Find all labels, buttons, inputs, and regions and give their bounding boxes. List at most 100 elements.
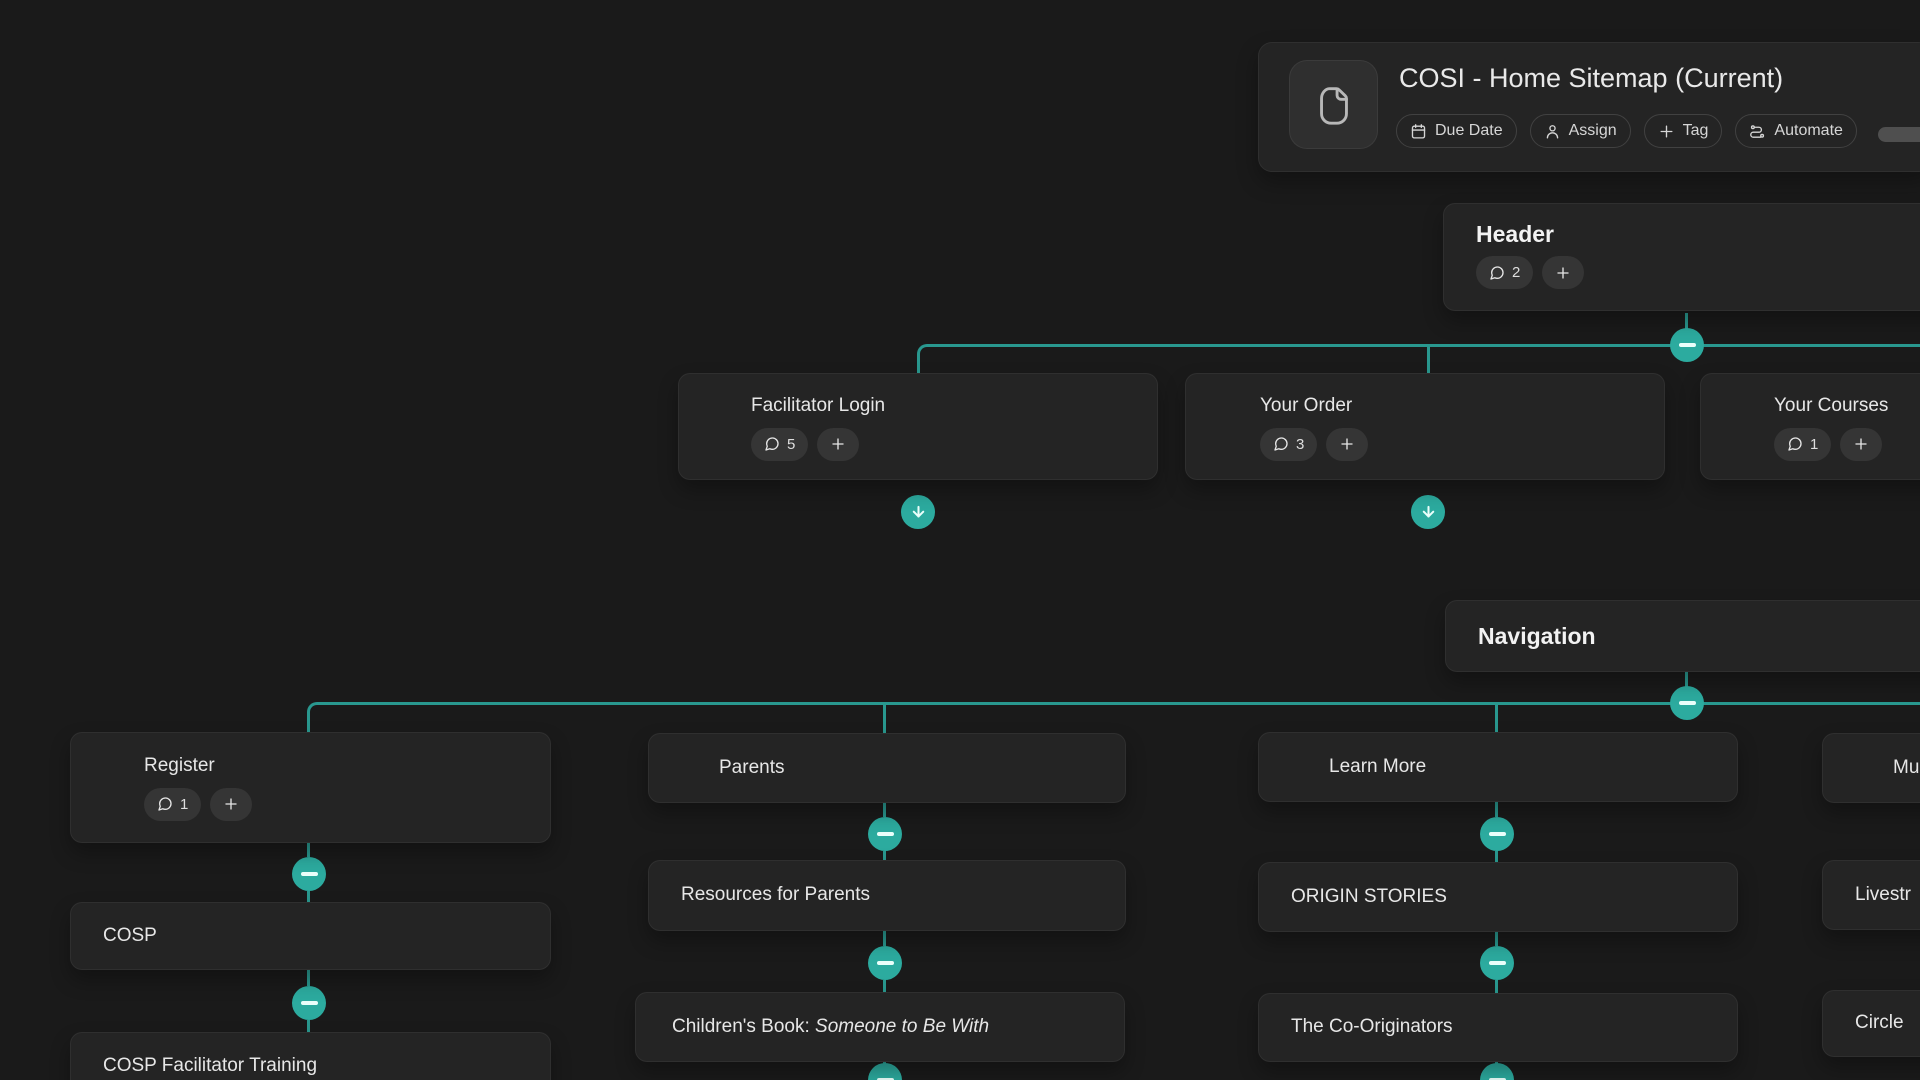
connector-corner	[307, 702, 324, 721]
automate-button[interactable]: Automate	[1735, 114, 1857, 148]
node-circle-partial[interactable]: Circle	[1822, 990, 1920, 1057]
connector-line	[917, 357, 920, 374]
collapse-button[interactable]	[1670, 686, 1704, 720]
node-your-courses[interactable]: Your Courses 1	[1700, 373, 1920, 480]
comment-count: 2	[1512, 264, 1521, 281]
node-origin-stories[interactable]: ORIGIN STORIES	[1258, 862, 1738, 932]
add-badge[interactable]	[817, 427, 860, 461]
comments-badge[interactable]: 2	[1476, 256, 1534, 289]
node-title: Parents	[719, 756, 785, 778]
collapse-button[interactable]	[1670, 328, 1704, 362]
connector-line	[1495, 705, 1498, 732]
button-label: Due Date	[1435, 122, 1503, 139]
node-music-partial[interactable]: Mu	[1822, 733, 1920, 803]
node-title: Register	[144, 755, 215, 776]
connector-line	[307, 891, 310, 902]
node-cosp-facilitator-training[interactable]: COSP Facilitator Training	[70, 1032, 551, 1080]
add-badge[interactable]	[1326, 427, 1369, 461]
node-your-order[interactable]: Your Order 3	[1185, 373, 1665, 480]
expand-button[interactable]	[1411, 495, 1445, 529]
add-badge[interactable]	[1840, 427, 1883, 461]
comments-badge[interactable]: 3	[1260, 427, 1318, 461]
node-title: Mu	[1893, 756, 1920, 778]
due-date-button[interactable]: Due Date	[1396, 114, 1517, 148]
comments-badge[interactable]: 5	[751, 427, 809, 461]
node-facilitator-login[interactable]: Facilitator Login 5	[678, 373, 1158, 480]
connector-line	[1495, 851, 1498, 862]
node-badges: 5	[751, 427, 860, 461]
collapse-button[interactable]	[868, 817, 902, 851]
node-title: ORIGIN STORIES	[1291, 885, 1447, 907]
button-label: Automate	[1774, 122, 1843, 139]
minus-icon	[876, 832, 894, 836]
comment-icon	[1274, 437, 1288, 451]
node-title: Header	[1476, 221, 1554, 247]
node-title: Resources for Parents	[681, 884, 871, 906]
node-badges: 2	[1476, 256, 1585, 289]
node-title: Your Courses	[1774, 395, 1889, 416]
connector-line	[307, 843, 310, 857]
connector-line	[1495, 980, 1498, 993]
node-livestream-partial[interactable]: Livestr	[1822, 860, 1920, 930]
collapse-button[interactable]	[1480, 1063, 1514, 1080]
toolbar: Due Date Assign Tag Automate	[1396, 114, 1857, 148]
node-header-section[interactable]: Header 2	[1443, 203, 1920, 311]
node-title: Livestr	[1855, 883, 1911, 905]
node-register[interactable]: Register 1	[70, 732, 551, 843]
toolbar-overflow-pill	[1878, 127, 1920, 142]
document-thumbnail[interactable]	[1289, 60, 1378, 149]
node-badges: 1	[144, 787, 253, 821]
collapse-button[interactable]	[1480, 946, 1514, 980]
comment-icon	[1490, 265, 1504, 280]
collapse-button[interactable]	[868, 946, 902, 980]
connector-corner	[917, 344, 934, 363]
collapse-button[interactable]	[868, 1063, 902, 1080]
minus-icon	[876, 961, 894, 965]
connector-line	[320, 702, 1920, 705]
tag-button[interactable]: Tag	[1643, 114, 1723, 148]
connector-line	[307, 1020, 310, 1032]
minus-icon	[876, 1078, 894, 1080]
node-parents[interactable]: Parents	[648, 733, 1126, 803]
comments-badge[interactable]: 1	[1774, 427, 1832, 461]
minus-icon	[1678, 701, 1696, 705]
arrow-down-icon	[912, 505, 924, 517]
connector-line	[883, 980, 886, 992]
expand-button[interactable]	[901, 495, 935, 529]
connector-line	[1495, 802, 1498, 817]
collapse-button[interactable]	[1480, 817, 1514, 851]
assign-button[interactable]: Assign	[1529, 114, 1631, 148]
add-badge[interactable]	[1542, 256, 1585, 289]
minus-icon	[300, 1001, 318, 1005]
node-cosp[interactable]: COSP	[70, 902, 551, 970]
minus-icon	[1488, 1078, 1506, 1080]
node-co-originators[interactable]: The Co-Originators	[1258, 993, 1738, 1062]
button-label: Tag	[1682, 122, 1709, 139]
plus-icon	[1341, 438, 1354, 450]
plus-icon	[1660, 125, 1673, 137]
comment-icon	[158, 797, 172, 811]
connector-line	[1495, 932, 1498, 946]
minus-icon	[1488, 961, 1506, 965]
document-header-card: COSI - Home Sitemap (Current) Due Date A…	[1258, 42, 1920, 172]
node-navigation-section[interactable]: Navigation	[1445, 600, 1920, 672]
connector-line	[883, 803, 886, 817]
node-childrens-book[interactable]: Children's Book: Someone to Be With	[635, 992, 1125, 1062]
node-title-italic: Someone to Be With	[815, 1015, 990, 1037]
connector-line	[1427, 347, 1430, 374]
add-badge[interactable]	[210, 787, 253, 821]
node-title: Facilitator Login	[751, 395, 886, 416]
node-title-prefix: Children's Book:	[672, 1015, 816, 1037]
connector-line	[883, 851, 886, 860]
node-learn-more[interactable]: Learn More	[1258, 732, 1738, 802]
collapse-button[interactable]	[292, 986, 326, 1020]
comment-count: 3	[1296, 435, 1305, 453]
user-icon	[1546, 124, 1558, 139]
automate-icon	[1750, 124, 1765, 138]
collapse-button[interactable]	[292, 857, 326, 891]
minus-icon	[300, 872, 318, 876]
node-resources-for-parents[interactable]: Resources for Parents	[648, 860, 1126, 931]
node-title: COSP	[103, 924, 157, 946]
comments-badge[interactable]: 1	[144, 787, 202, 821]
minus-icon	[1488, 832, 1506, 836]
